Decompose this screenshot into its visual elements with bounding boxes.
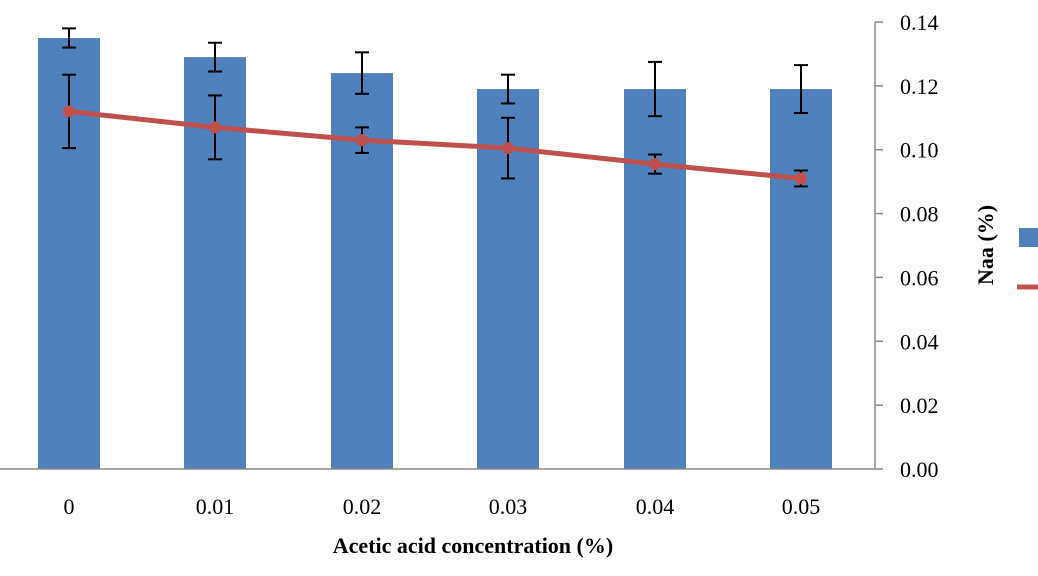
bar-error-1 [208,41,222,73]
x-tick-label-2: 0.02 [343,494,382,519]
line-point-0 [63,105,75,118]
bar-error-2 [355,51,369,95]
bar-5 [770,89,832,470]
bar-error-3 [501,73,515,105]
x-tick-label-0: 0 [64,494,75,519]
x-tick-labels: 0 0.01 0.02 0.03 0.04 0.05 [64,494,821,519]
x-tick-label-5: 0.05 [782,494,821,519]
right-y-tick-label-4: 0.08 [900,202,939,227]
legend-bar-marker [1019,228,1038,247]
bar-error-bars [62,27,808,118]
line-series [62,73,808,188]
bar-error-4 [648,60,662,118]
line-point-1 [209,121,221,134]
line-path [68,108,802,181]
line-point-3 [502,142,514,155]
right-y-tick-labels: 0.00 0.02 0.04 0.06 0.08 0.10 0.12 0.14 [900,10,939,482]
x-tick-label-4: 0.04 [636,494,675,519]
right-y-axis-title: Naa (%) [973,205,998,285]
line-point-2 [356,134,368,147]
right-y-tick-label-3: 0.06 [900,265,939,290]
right-y-tick-label-7: 0.14 [900,10,939,35]
bar-error-0 [62,27,76,49]
x-tick-label-3: 0.03 [489,494,528,519]
line-point-4 [649,158,661,171]
bar-4 [624,89,686,470]
legend [1017,228,1038,290]
right-y-tick-label-0: 0.00 [900,457,939,482]
right-y-tick-label-1: 0.02 [900,393,939,418]
right-y-tick-label-5: 0.10 [900,138,939,163]
axes [0,21,883,470]
right-y-tick-label-2: 0.04 [900,329,939,354]
x-tick-label-1: 0.01 [196,494,235,519]
right-y-tick-label-6: 0.12 [900,74,939,99]
line-point-5 [795,172,807,185]
x-axis-title: Acetic acid concentration (%) [333,533,613,558]
bar-error-5 [794,64,808,114]
bar-series [38,37,832,470]
